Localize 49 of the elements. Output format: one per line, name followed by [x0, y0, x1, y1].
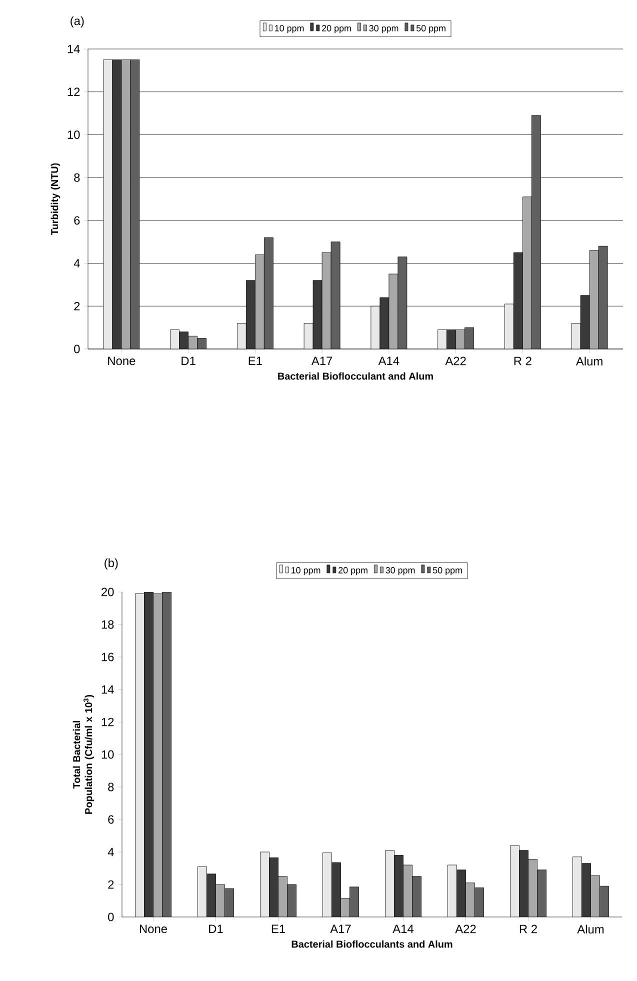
x-tick-label: E1 [272, 924, 285, 933]
y-tick-label: 2 [108, 880, 114, 889]
x-tick-label: A17 [330, 924, 351, 933]
x-tick-label: A17 [311, 356, 332, 365]
y-tick-label: 20 [102, 588, 114, 596]
legend-label: 20 ppm [338, 567, 368, 576]
x-tick-label: D1 [182, 356, 196, 365]
legend-label: 30 ppm [386, 567, 415, 576]
chart-title: (b) [104, 558, 118, 570]
x-tick-label: Alum [577, 924, 604, 934]
y-tick-label: 18 [102, 620, 114, 629]
y-tick-label: 10 [68, 130, 80, 139]
y-axis-title: Total Bacterial Population (Cfu/ml x 10$^{3}$) [72, 694, 94, 814]
y-tick-label: 14 [68, 44, 80, 54]
x-tick-label: None [140, 924, 167, 934]
x-tick-label: E1 [248, 356, 262, 365]
x-axis-title: Bacterial Bioflocculants and Alum [292, 940, 452, 948]
legend-label: 10 ppm [275, 25, 304, 34]
chart-title: (a) [70, 16, 84, 28]
y-tick-label: 2 [74, 302, 80, 310]
legend-label: 50 ppm [432, 567, 462, 576]
x-tick-label: R 2 [514, 356, 532, 366]
y-tick-label: 6 [108, 815, 114, 824]
y-tick-label: 14 [102, 685, 114, 694]
x-tick-label: A22 [455, 924, 476, 934]
y-tick-label: 4 [108, 848, 114, 856]
y-tick-label: 8 [74, 173, 80, 182]
y-tick-label: 0 [74, 344, 80, 354]
y-tick-label: 6 [74, 216, 80, 225]
y-tick-label: 8 [108, 782, 114, 792]
x-tick-label: None [108, 356, 136, 366]
x-tick-label: A14 [392, 924, 414, 933]
legend-label: 30 ppm [369, 25, 398, 34]
legend-label: 50 ppm [416, 25, 446, 34]
legend-label: 20 ppm [322, 25, 351, 34]
y-tick-label: 4 [74, 259, 80, 268]
x-tick-label: D1 [209, 924, 223, 933]
y-axis-title: Turbidity (NTU) [50, 163, 60, 236]
y-tick-label: 12 [102, 718, 114, 726]
y-tick-label: 16 [102, 652, 114, 662]
y-tick-label: 12 [68, 88, 80, 96]
x-tick-label: R 2 [520, 924, 537, 934]
x-axis-title: Bacterial Bioflocculant and Alum [278, 372, 433, 380]
x-tick-label: A14 [378, 356, 400, 365]
legend-label: 10 ppm [292, 567, 320, 576]
y-tick-label: 0 [108, 912, 114, 922]
x-tick-label: A22 [445, 356, 466, 366]
x-tick-label: Alum [576, 356, 602, 366]
y-tick-label: 10 [102, 750, 114, 759]
